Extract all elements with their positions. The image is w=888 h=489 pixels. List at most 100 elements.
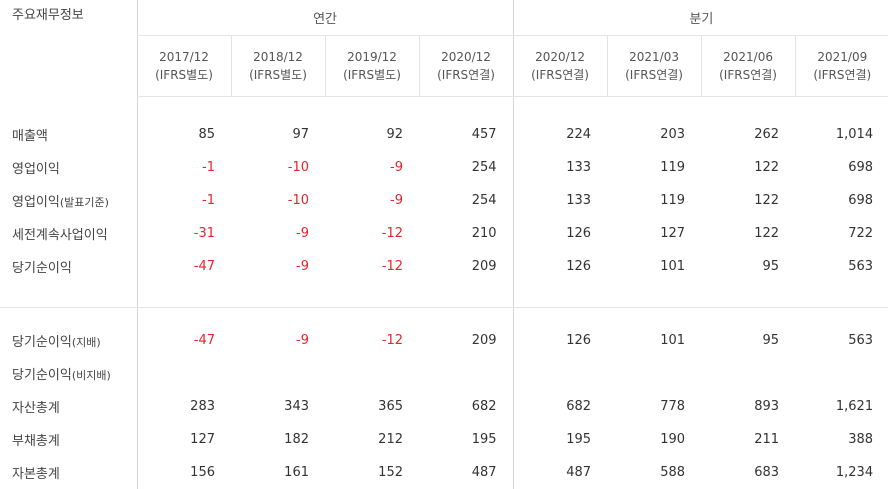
row-label-text: 매출액	[12, 129, 48, 144]
table-cell: -10	[287, 160, 309, 175]
table-cell: 182	[284, 432, 309, 447]
table-cell: 254	[471, 160, 497, 175]
row-label: 영업이익	[0, 151, 137, 184]
table-cell: 195	[512, 423, 608, 456]
row-label-text: 당기순이익	[12, 261, 72, 276]
annual-group-header: 연간	[136, 0, 514, 36]
table-cell: 588	[660, 465, 686, 480]
period-basis: (IFRS연결)	[719, 68, 777, 82]
table-cell: 95	[762, 333, 780, 348]
table-cell: 133	[512, 151, 608, 184]
period-header: 2020/12 (IFRS연결)	[512, 35, 608, 97]
table-cell: 224	[512, 118, 608, 151]
period-header: 2018/12 (IFRS별도)	[230, 35, 325, 97]
table-cell: 97	[292, 127, 309, 142]
table-cell	[512, 357, 608, 390]
table-cell: 209	[471, 259, 497, 274]
period-date: 2021/06	[723, 50, 773, 64]
table-cell: -47	[136, 250, 231, 283]
table-cell: 893	[754, 399, 780, 414]
table-cell: 365	[378, 399, 403, 414]
table-cell: -10	[287, 193, 309, 208]
period-basis: (IFRS연결)	[531, 68, 589, 82]
table-cell: 190	[660, 432, 686, 447]
table-cell: 203	[660, 127, 686, 142]
table-cell: 122	[754, 193, 780, 208]
table-row: 자본총계 156 161 152 487 487 588 683 1,234	[0, 456, 888, 489]
table-cell: 388	[848, 432, 874, 447]
table-cell: 92	[386, 127, 403, 142]
table-row: 자산총계 283 343 365 682 682 778 893 1,621	[0, 390, 888, 423]
table-row: 영업이익(발표기준) -1 -10 -9 254 133 119 122 698	[0, 184, 888, 217]
period-basis: (IFRS연결)	[437, 68, 495, 82]
row-label: 영업이익(발표기준)	[0, 184, 137, 217]
row-label: 자산총계	[0, 390, 137, 423]
row-label-text: 자산총계	[12, 401, 60, 416]
table-cell: 487	[512, 456, 608, 489]
period-header: 2021/03 (IFRS연결)	[606, 35, 702, 97]
period-header: 2021/09 (IFRS연결)	[794, 35, 888, 97]
table-cell: 101	[660, 259, 686, 274]
table-cell: -31	[136, 217, 231, 250]
table-cell: -9	[296, 259, 309, 274]
period-date: 2021/09	[817, 50, 868, 64]
table-cell: 101	[660, 333, 686, 348]
table-row: 당기순이익(비지배)	[0, 357, 888, 390]
period-basis: (IFRS별도)	[249, 68, 307, 82]
table-cell: 126	[512, 250, 608, 283]
table-cell: 152	[378, 465, 403, 480]
table-cell: 283	[136, 390, 231, 423]
table-cell: 563	[848, 333, 874, 348]
table-cell	[795, 357, 888, 390]
row-label-text: 영업이익	[12, 195, 60, 210]
row-label-text: 당기순이익	[12, 335, 72, 350]
period-header: 2017/12 (IFRS별도)	[136, 35, 231, 97]
table-cell: 212	[378, 432, 403, 447]
period-date: 2017/12	[159, 50, 209, 64]
table-cell	[701, 357, 795, 390]
table-row: 영업이익 -1 -10 -9 254 133 119 122 698	[0, 151, 888, 184]
table-cell: 122	[754, 160, 780, 175]
row-spacer	[0, 283, 888, 308]
row-label-text: 부채총계	[12, 434, 60, 449]
table-cell: 156	[136, 456, 231, 489]
table-cell: 211	[754, 432, 780, 447]
table-cell: -1	[136, 151, 231, 184]
row-label: 자본총계	[0, 456, 137, 489]
table-cell: 119	[660, 160, 686, 175]
row-label-text: 당기순이익	[12, 368, 72, 383]
row-label: 세전계속사업이익	[0, 217, 137, 250]
period-header: 2019/12 (IFRS별도)	[324, 35, 419, 97]
row-label-suffix: (비지배)	[71, 369, 111, 382]
table-cell: 122	[754, 226, 780, 241]
period-date: 2018/12	[253, 50, 303, 64]
table-cell: -1	[136, 184, 231, 217]
table-cell: 698	[848, 193, 874, 208]
row-label: 부채총계	[0, 423, 137, 456]
table-cell	[136, 357, 231, 390]
table-cell: 209	[471, 333, 497, 348]
table-cell: 682	[471, 399, 497, 414]
table-cell: 126	[512, 324, 608, 357]
table-cell: 195	[471, 432, 497, 447]
table-cell: 254	[471, 193, 497, 208]
table-cell: 1,234	[835, 465, 874, 480]
table-cell	[325, 357, 419, 390]
table-row: 당기순이익(지배) -47 -9 -12 209 126 101 95 563	[0, 324, 888, 357]
table-cell: 126	[512, 217, 608, 250]
table-row: 세전계속사업이익 -31 -9 -12 210 126 127 122 722	[0, 217, 888, 250]
row-label-suffix: (지배)	[71, 336, 101, 349]
row-label-suffix: (발표기준)	[59, 196, 109, 209]
table-cell: 161	[284, 465, 309, 480]
row-label-text: 영업이익	[12, 162, 60, 177]
table-cell: 683	[754, 465, 780, 480]
table-cell: 1,014	[835, 127, 874, 142]
row-label: 당기순이익(비지배)	[0, 357, 137, 390]
table-cell: 722	[848, 226, 874, 241]
table-cell: -9	[296, 226, 309, 241]
table-cell: -12	[381, 259, 403, 274]
period-basis: (IFRS별도)	[155, 68, 213, 82]
table-cell: -47	[136, 324, 231, 357]
